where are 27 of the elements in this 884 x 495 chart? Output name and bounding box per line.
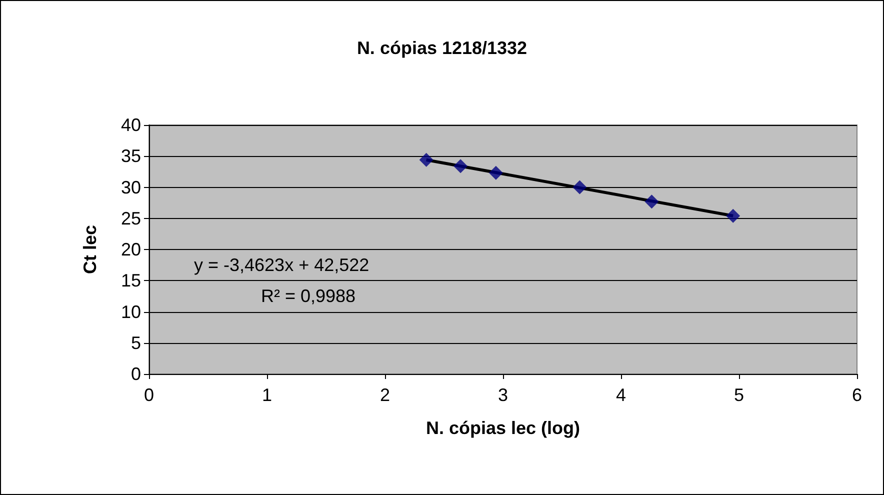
x-tick-label: 5 — [734, 385, 744, 405]
y-tick-label: 5 — [130, 332, 141, 353]
point — [454, 159, 468, 174]
point — [419, 152, 434, 167]
x-tick-label: 4 — [616, 385, 626, 405]
point — [488, 166, 503, 180]
y-tick-label: 40 — [120, 115, 141, 135]
x-axis-title: N. cópias lec (log) — [426, 418, 580, 438]
x-tick-label: 1 — [262, 385, 272, 405]
x-tick-label: 3 — [498, 385, 508, 405]
annotation: y = -3,4623x + 42,522 — [194, 255, 370, 275]
y-tick-label: 10 — [120, 302, 141, 322]
x-tick-label: 6 — [852, 385, 862, 405]
y-tick-label: 0 — [130, 364, 141, 384]
point — [572, 180, 587, 194]
x-tick-label: 2 — [380, 385, 390, 405]
y-tick-label: 15 — [120, 270, 141, 291]
x-tick-label: 0 — [144, 385, 154, 405]
chart-title: N. cópias 1218/1332 — [356, 38, 528, 58]
y-tick-label: 20 — [120, 240, 141, 260]
y-tick-label: 25 — [120, 208, 141, 228]
point — [644, 194, 659, 209]
y-tick-label: 30 — [120, 177, 141, 198]
point — [726, 208, 740, 223]
y-tick-label: 35 — [120, 146, 141, 166]
annotation: R² = 0,9988 — [261, 286, 356, 306]
y-axis-title: Ct lec — [80, 224, 100, 274]
